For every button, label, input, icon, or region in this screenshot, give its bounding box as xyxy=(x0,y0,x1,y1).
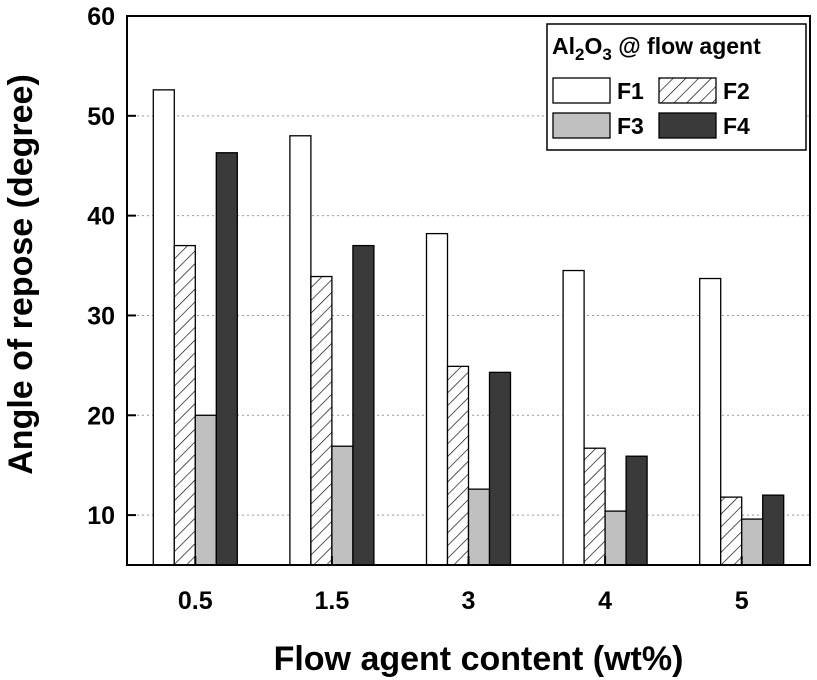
legend-title-subscript: 3 xyxy=(602,45,611,64)
legend-swatch-f3 xyxy=(552,112,611,139)
x-tick-label: 5 xyxy=(735,587,749,615)
bar-f4 xyxy=(625,455,648,566)
bar-f1 xyxy=(425,232,449,566)
x-tick-label: 0.5 xyxy=(178,587,213,615)
legend-title-part: Al xyxy=(552,33,575,59)
legend-title-part: @ flow agent xyxy=(612,33,761,59)
legend-label-f3: F3 xyxy=(617,113,644,139)
legend-title-part: O xyxy=(584,33,602,59)
bar-f2 xyxy=(720,496,743,566)
legend-swatch-f1 xyxy=(552,77,611,104)
bar-f3 xyxy=(741,518,764,566)
x-tick-label: 3 xyxy=(462,587,476,615)
legend-title-subscript: 2 xyxy=(575,45,584,64)
y-axis-title: Angle of repose (degree) xyxy=(2,74,40,475)
bars xyxy=(152,89,785,566)
y-tick-label: 30 xyxy=(87,302,115,330)
x-tick-label: 1.5 xyxy=(315,587,350,615)
legend-title: Al2O3 @ flow agent xyxy=(552,33,761,64)
legend-swatch-f4 xyxy=(658,112,717,139)
bar-f2 xyxy=(583,447,606,566)
bar-f2 xyxy=(173,244,196,566)
legend-items: F1 F2 F3 F4 xyxy=(552,77,750,139)
bar-f4 xyxy=(762,494,785,566)
legend-label-f1: F1 xyxy=(617,78,644,104)
y-tick-label: 20 xyxy=(87,402,115,430)
bar-f3 xyxy=(194,414,217,566)
legend: Al2O3 @ flow agent F1 F2 F3 F4 xyxy=(546,23,807,151)
x-axis: 0.5 1.5 3 4 5 xyxy=(178,556,749,615)
bar-f1 xyxy=(289,135,312,566)
x-tick-label: 4 xyxy=(598,587,612,615)
bar-f1 xyxy=(699,277,722,566)
bar-f2 xyxy=(310,275,333,566)
legend-label-f4: F4 xyxy=(723,113,750,139)
y-axis: 10 20 30 40 50 60 xyxy=(87,3,136,530)
bar-f1 xyxy=(152,89,175,566)
bar-f3 xyxy=(331,445,354,566)
legend-label-f2: F2 xyxy=(723,78,750,104)
y-tick-label: 10 xyxy=(87,502,115,530)
bar-f4 xyxy=(488,371,512,566)
bar-f4 xyxy=(215,152,238,566)
y-tick-label: 60 xyxy=(87,3,115,31)
x-axis-title: Flow agent content (wt%) xyxy=(274,640,684,678)
bar-f3 xyxy=(604,510,627,566)
bar-f4 xyxy=(352,244,375,566)
legend-swatch-f2 xyxy=(658,77,717,104)
y-tick-label: 40 xyxy=(87,203,115,231)
bar-f3 xyxy=(467,488,491,566)
y-tick-label: 50 xyxy=(87,103,115,131)
bar-f2 xyxy=(446,365,470,566)
bar-f1 xyxy=(562,269,585,566)
